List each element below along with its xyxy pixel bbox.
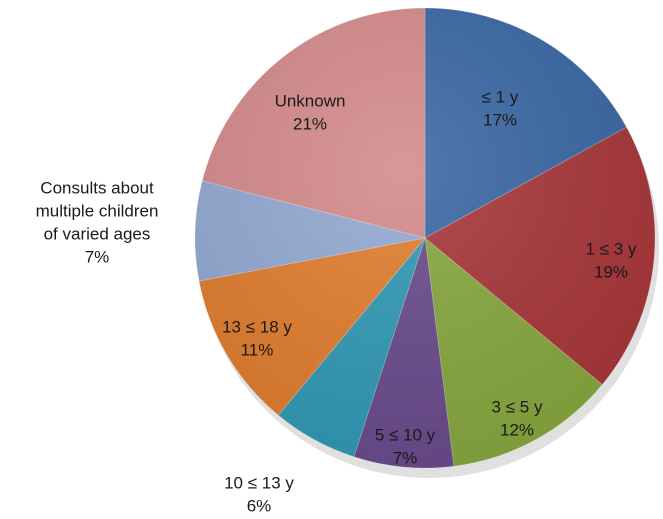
slice-label-1: 1 ≤ 3 y 19%: [586, 240, 637, 282]
slice-category: Unknown: [275, 92, 346, 111]
slice-label-2: 3 ≤ 5 y 12%: [492, 398, 543, 440]
slice-percent: 7%: [85, 248, 110, 267]
slice-percent: 19%: [594, 263, 628, 282]
slice-category: Consults about: [40, 179, 154, 198]
pie-slices: [194, 7, 659, 478]
slice-percent: 21%: [293, 115, 327, 134]
slice-label-5: 13 ≤ 18 y 11%: [222, 318, 292, 360]
pie-gloss: [195, 8, 655, 468]
slice-category: 13 ≤ 18 y: [222, 318, 292, 337]
slice-percent: 17%: [483, 111, 517, 130]
slice-category: 10 ≤ 13 y: [224, 474, 294, 493]
slice-category: multiple children: [36, 202, 159, 221]
slice-category: 3 ≤ 5 y: [492, 398, 543, 417]
pie-labels: ≤ 1 y 17% 1 ≤ 3 y 19% 3 ≤ 5 y 12% 5 ≤ 10 y 7% 10…: [36, 88, 637, 516]
slice-category: 5 ≤ 10 y: [375, 426, 436, 445]
slice-percent: 6%: [247, 497, 272, 516]
slice-percent: 11%: [241, 341, 274, 360]
slice-label-7: Unknown 21%: [275, 92, 346, 134]
slice-percent: 12%: [500, 421, 534, 440]
slice-label-6: Consults about multiple children of varied…: [36, 179, 159, 267]
slice-category: of varied ages: [44, 225, 151, 244]
slice-label-3: 5 ≤ 10 y 7%: [375, 426, 436, 468]
slice-label-4: 10 ≤ 13 y 6%: [224, 474, 294, 516]
slice-category: ≤ 1 y: [482, 88, 519, 107]
slice-category: 1 ≤ 3 y: [586, 240, 637, 259]
slice-label-0: ≤ 1 y 17%: [482, 88, 519, 130]
slice-percent: 7%: [393, 449, 418, 468]
